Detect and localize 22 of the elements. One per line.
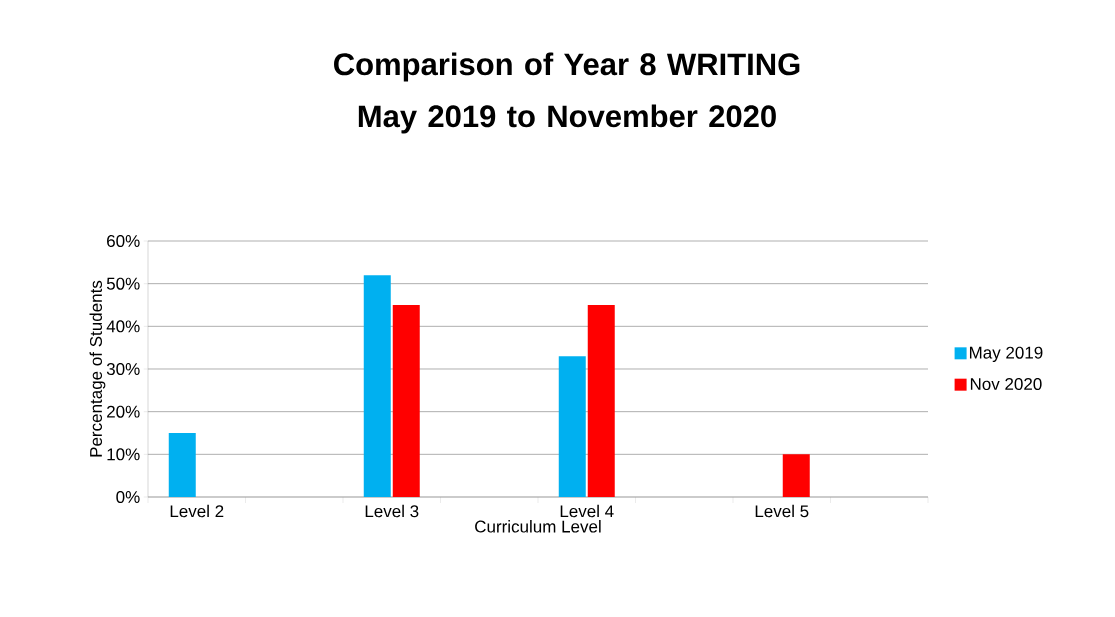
bar bbox=[558, 356, 586, 497]
x-tick-label: Level 5 bbox=[755, 504, 809, 518]
y-tick-label: 30% bbox=[106, 362, 140, 376]
y-tick-label: 0% bbox=[116, 490, 140, 504]
bar bbox=[782, 454, 810, 497]
y-tick-label: 40% bbox=[106, 320, 140, 333]
y-tick-label: 10% bbox=[107, 448, 140, 461]
bar bbox=[168, 433, 196, 497]
y-tick-label: 20% bbox=[107, 405, 140, 418]
bar bbox=[587, 305, 615, 497]
y-axis-title: Percentage of Students bbox=[89, 280, 106, 457]
x-tick-label: Level 4 bbox=[560, 504, 614, 518]
x-tick-label: Level 2 bbox=[170, 504, 224, 518]
chart-title: Comparison of Year 8 WRITING May 2019 to November 2020 bbox=[334, 52, 800, 134]
y-tick-label: 60% bbox=[107, 234, 140, 248]
x-axis-title: Curriculum Level bbox=[475, 520, 601, 533]
bar bbox=[363, 275, 391, 497]
legend-label: Nov 2020 bbox=[970, 377, 1042, 391]
bar bbox=[392, 305, 420, 497]
legend-label: May 2019 bbox=[969, 346, 1043, 363]
y-tick-label: 50% bbox=[106, 277, 140, 290]
x-tick-label: Level 3 bbox=[365, 504, 419, 518]
